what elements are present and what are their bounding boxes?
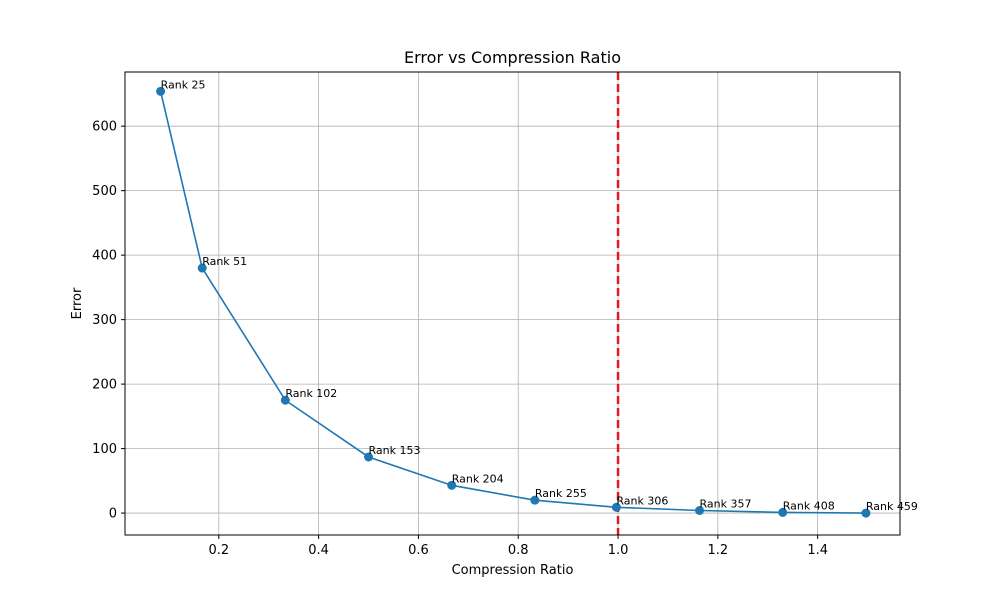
point-label-7: Rank 357 — [700, 497, 752, 510]
ticks: 0.2 0.4 0.6 0.8 1.0 1.2 1.4 0 100 200 300 400 500 600 — [92, 120, 828, 558]
data-point-2 — [280, 395, 290, 405]
y-tick-label-4: 400 — [92, 249, 117, 264]
point-labels: Rank 25 Rank 51 Rank 102 Rank 153 Rank 204 Ra… — [161, 78, 918, 513]
point-label-1: Rank 51 — [202, 255, 247, 268]
series-layer — [156, 86, 871, 518]
point-label-5: Rank 255 — [535, 487, 587, 500]
x-tick-label-5: 1.2 — [708, 543, 729, 558]
y-tick-label-6: 600 — [92, 120, 117, 135]
data-point-9 — [861, 508, 871, 518]
point-label-4: Rank 204 — [452, 472, 504, 485]
data-point-3 — [364, 452, 374, 462]
x-tick-label-2: 0.6 — [408, 543, 429, 558]
x-tick-label-3: 0.8 — [508, 543, 529, 558]
point-label-2: Rank 102 — [285, 387, 337, 400]
series-line-0 — [159, 91, 866, 514]
x-tick-label-1: 0.4 — [308, 543, 329, 558]
data-point-6 — [611, 502, 621, 512]
point-label-9: Rank 459 — [866, 500, 918, 513]
y-tick-label-5: 500 — [92, 184, 117, 199]
data-point-7 — [695, 505, 705, 515]
x-tick-label-6: 1.4 — [807, 543, 828, 558]
x-tick-label-0: 0.2 — [208, 543, 229, 558]
y-axis-label: Error — [70, 287, 85, 319]
data-point-4 — [447, 480, 457, 490]
plot-area-frame — [124, 71, 901, 536]
data-point-1 — [197, 263, 207, 273]
data-point-8 — [778, 507, 788, 517]
y-tick-label-1: 100 — [92, 442, 117, 457]
y-tick-label-0: 0 — [109, 507, 117, 522]
data-point-0 — [156, 86, 166, 96]
y-tick-label-3: 300 — [92, 313, 117, 328]
x-tick-label-4: 1.0 — [608, 543, 629, 558]
chart-title: Error vs Compression Ratio — [404, 48, 621, 67]
x-axis-label: Compression Ratio — [452, 563, 574, 578]
point-label-8: Rank 408 — [783, 499, 835, 512]
point-label-6: Rank 306 — [616, 494, 668, 507]
point-label-3: Rank 153 — [369, 444, 421, 457]
y-tick-label-2: 200 — [92, 378, 117, 393]
point-label-0: Rank 25 — [161, 78, 206, 91]
data-point-5 — [530, 495, 540, 505]
grid — [125, 72, 900, 535]
